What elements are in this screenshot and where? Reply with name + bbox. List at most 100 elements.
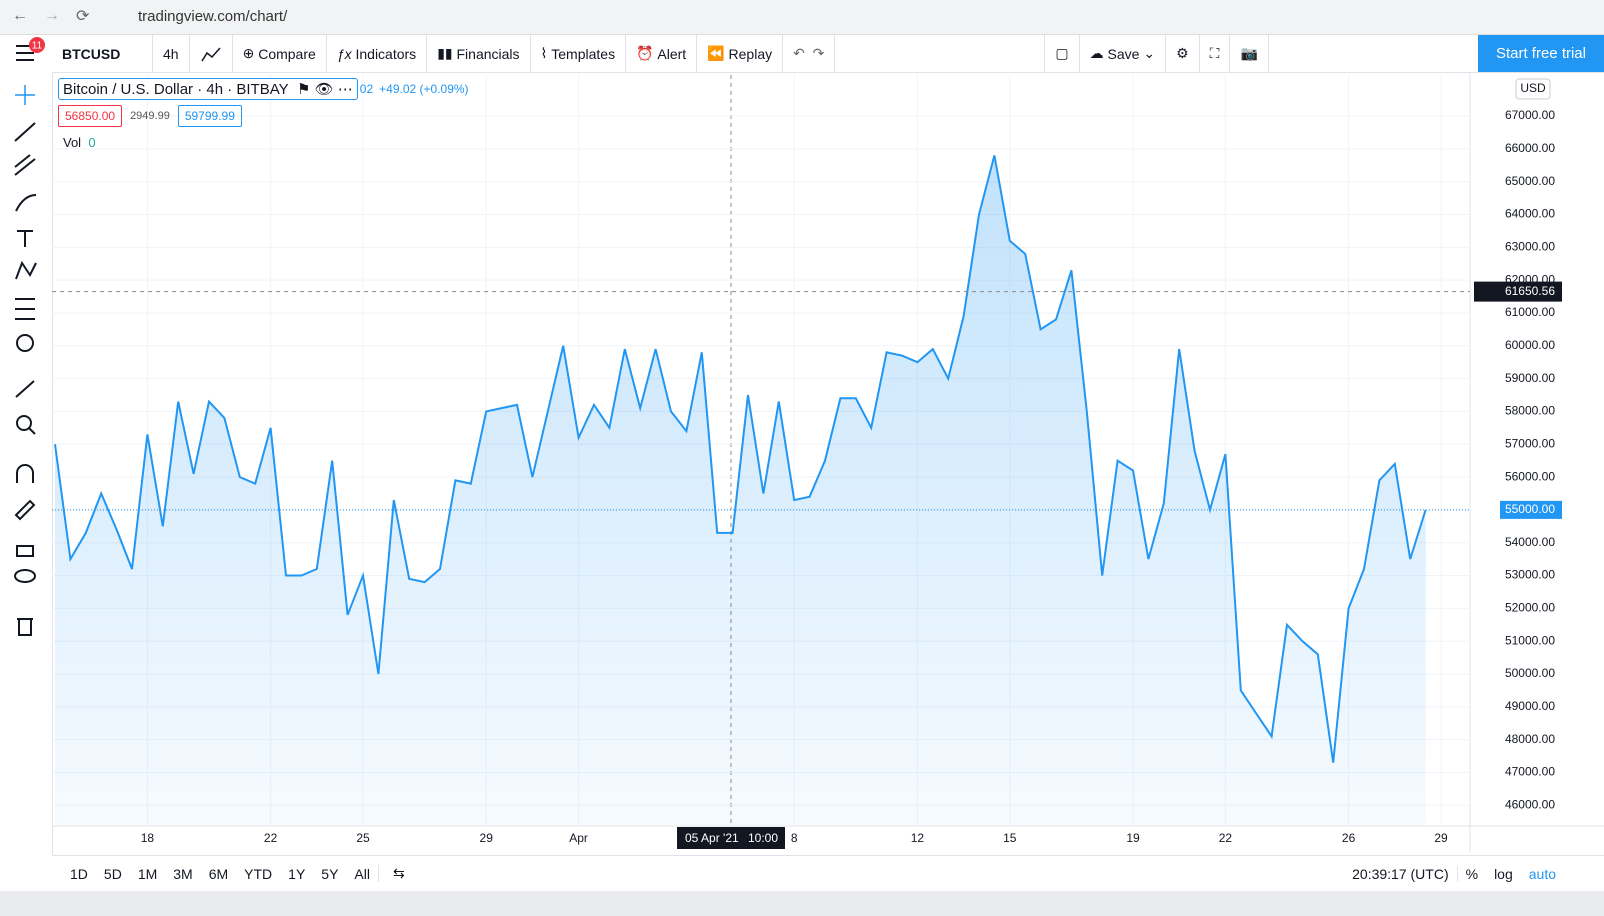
price-line (54, 155, 1427, 763)
templates-label: Templates (551, 45, 616, 62)
y-tick-label: 66000.00 (1505, 141, 1555, 155)
range-button[interactable]: 3M (173, 865, 193, 882)
y-tick-label: 57000.00 (1505, 436, 1555, 450)
y-tick-label: 54000.00 (1505, 535, 1555, 549)
range-button[interactable]: 6M (208, 865, 229, 882)
crosshair-time: 10:00 (748, 831, 778, 845)
x-tick-label: 25 (356, 831, 370, 845)
left-toolbar: 11 (0, 35, 53, 916)
y-tick-label: 58000.00 (1505, 404, 1555, 418)
change: +49.02 (+0.09%) (379, 82, 469, 96)
financials-label: Financials (456, 45, 520, 62)
y-tick-label: 65000.00 (1505, 174, 1555, 188)
save-label: Save (1107, 45, 1140, 62)
legend: Bitcoin / U.S. Dollar · 4h · BITBAY ⚑ 👁 … (58, 78, 469, 150)
indicators-label: Indicators (355, 45, 417, 62)
chart-style-icon (200, 47, 221, 61)
range-button[interactable]: YTD (244, 865, 273, 882)
range-button[interactable]: 5Y (321, 865, 339, 882)
x-tick-label: 19 (1126, 831, 1140, 845)
templates-button[interactable]: ⌇ Templates (531, 35, 627, 72)
symbol[interactable]: BTCUSD (52, 35, 153, 72)
bottom-bar: 1D 5D 1M 3M 6M YTD 1Y 5Y All ⇆ 20:39:17 … (52, 855, 1604, 891)
currency-box[interactable] (1515, 78, 1551, 100)
save-button[interactable]: ☁ Save ⌄ (1080, 35, 1167, 72)
window-footer (0, 891, 1604, 916)
y-tick-label: 46000.00 (1505, 797, 1555, 811)
y-tick-label: 53000.00 (1505, 568, 1555, 582)
symbol-title-text: Bitcoin / U.S. Dollar · 4h · BITBAY (63, 81, 289, 98)
crosshair-time-box (677, 827, 785, 849)
range-button[interactable]: 1Y (288, 865, 306, 882)
y-tick-label: 64000.00 (1505, 207, 1555, 221)
vol-label: Vol (63, 135, 82, 150)
y-tick-label: 61000.00 (1505, 305, 1555, 319)
y-tick-label: 56000.00 (1505, 469, 1555, 483)
range-button[interactable]: All (354, 865, 370, 882)
symbol-title[interactable]: Bitcoin / U.S. Dollar · 4h · BITBAY ⚑ 👁 … (58, 78, 358, 100)
y-tick-label: 63000.00 (1505, 239, 1555, 253)
x-tick-label: 15 (1003, 831, 1017, 845)
crosshair-price-label: 61650.56 (1505, 284, 1555, 298)
partial-value: 02 (359, 82, 374, 96)
x-tick-label: 29 (1434, 831, 1448, 845)
last-price-box (1500, 500, 1562, 519)
y-tick-label: 51000.00 (1505, 633, 1555, 647)
indicators-button[interactable]: ƒx Indicators (327, 35, 428, 72)
browser-bar: ← → ⟳ tradingview.com/chart/ (0, 0, 1604, 35)
badge (29, 37, 45, 53)
y-tick-label: 52000.00 (1505, 601, 1555, 615)
crosshair-price-box (1474, 281, 1562, 302)
interval[interactable]: 4h (153, 35, 190, 72)
compare-label: Compare (258, 45, 316, 62)
percent-toggle[interactable]: % (1456, 865, 1486, 882)
y-tick-label: 47000.00 (1505, 765, 1555, 779)
alert-button[interactable]: ⏰ Alert (626, 35, 698, 72)
range-button[interactable]: 5D (103, 865, 122, 882)
settings-button[interactable]: ⚙ (1166, 35, 1200, 72)
nav-back[interactable]: ← (12, 7, 28, 24)
replay-label: Replay (728, 45, 773, 62)
spread: 2949.99 (130, 110, 170, 122)
badge-count: 11 (32, 41, 43, 52)
compare-button[interactable]: ⊕ Compare (233, 35, 327, 72)
y-tick-label: 60000.00 (1505, 338, 1555, 352)
area (55, 155, 1426, 825)
layout-button[interactable]: ▢ (1044, 35, 1080, 72)
chart-style[interactable] (190, 35, 233, 72)
trial-button[interactable]: Start free trial (1477, 35, 1604, 72)
snapshot-button[interactable]: 📷 (1230, 35, 1269, 72)
replay-button[interactable]: ⏪ Replay (697, 35, 784, 72)
y-tick-label: 67000.00 (1505, 108, 1555, 122)
undo-redo[interactable]: ↶ ↷ (783, 35, 836, 72)
range-button[interactable]: 1D (70, 865, 88, 882)
bid: 56850.00 (58, 105, 123, 127)
log-toggle[interactable]: log (1494, 865, 1513, 882)
clock: 20:39:17 (UTC) (1352, 865, 1449, 882)
currency: USD (1520, 81, 1546, 95)
x-tick-label: 12 (911, 831, 925, 845)
nav-forward[interactable]: → (44, 7, 60, 24)
fullscreen-button[interactable]: ⛶ (1200, 35, 1231, 72)
reload[interactable]: ⟳ (76, 8, 90, 25)
x-tick-label: 26 (1342, 831, 1356, 845)
url[interactable]: tradingview.com/chart/ (138, 8, 288, 25)
ask: 59799.99 (177, 105, 242, 127)
y-tick-label: 50000.00 (1505, 666, 1555, 680)
y-tick-label: 49000.00 (1505, 699, 1555, 713)
x-tick-label: 18 (141, 831, 155, 845)
goto-date[interactable]: ⇆ (377, 865, 413, 882)
range-button[interactable]: 1M (137, 865, 158, 882)
last-price-label: 55000.00 (1505, 502, 1555, 516)
auto-toggle[interactable]: auto (1528, 865, 1556, 882)
y-tick-label: 59000.00 (1505, 371, 1555, 385)
x-tick-label: 8 (791, 831, 798, 845)
financials-button[interactable]: ▮▮ Financials (427, 35, 531, 72)
vol-value: 0 (88, 135, 96, 150)
tool-icons: 11 (14, 37, 45, 636)
x-tick-label: 22 (1219, 831, 1233, 845)
y-tick-label: 48000.00 (1505, 732, 1555, 746)
x-tick-label: Apr (569, 831, 588, 845)
